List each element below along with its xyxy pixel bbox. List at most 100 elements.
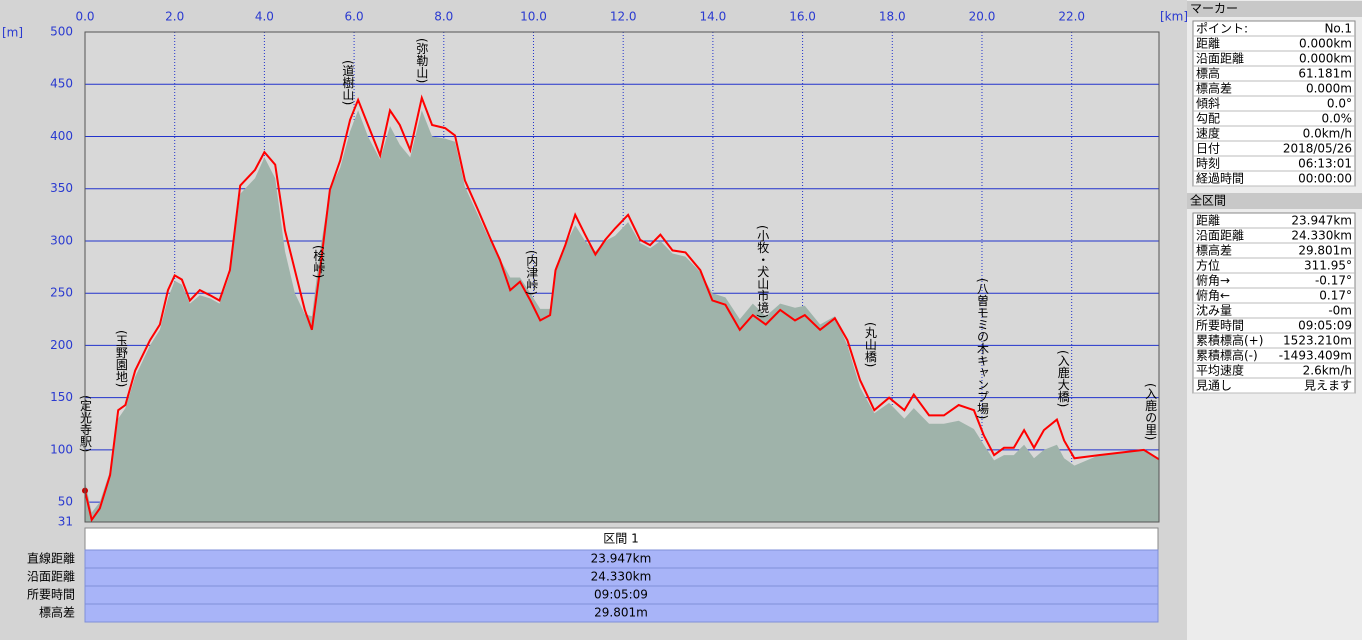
y-tick-label: 100 xyxy=(50,442,73,456)
row-label: 標高 xyxy=(1196,66,1220,81)
row-value: 06:13:01 xyxy=(1298,157,1352,171)
row-value: -0m xyxy=(1328,304,1352,318)
row-value: 09:05:09 xyxy=(1298,319,1352,333)
row-value: 2.6km/h xyxy=(1303,364,1352,378)
row-label: 標高差 xyxy=(39,605,75,620)
x-tick-label: 22.0 xyxy=(1058,10,1085,24)
x-tick-label: 18.0 xyxy=(879,10,906,24)
row-label: 直線距離 xyxy=(27,551,75,566)
row-value: 24.330km xyxy=(591,570,652,584)
place-label: (丸山橋) xyxy=(863,322,877,367)
place-label: (小牧・犬山市境) xyxy=(756,225,770,318)
y-unit: [m] xyxy=(2,26,23,40)
row-value: -0.17° xyxy=(1315,274,1352,288)
row-value: 0.17° xyxy=(1319,289,1352,303)
row-label: 時刻 xyxy=(1196,157,1220,171)
panel-header xyxy=(1187,193,1362,209)
row-label: 方位 xyxy=(1196,258,1220,273)
panel-title: 全区間 xyxy=(1190,193,1226,208)
row-label: 俯角→ xyxy=(1196,273,1230,288)
row-label: 距離 xyxy=(1196,37,1220,51)
row-label: 標高差 xyxy=(1196,243,1232,258)
section-title: 区間 1 xyxy=(603,532,638,546)
row-value: 1523.210m xyxy=(1283,334,1352,348)
row-label: 距離 xyxy=(1196,214,1220,228)
row-value: 29.801m xyxy=(594,606,648,620)
row-label: 沿面距離 xyxy=(1196,52,1244,66)
row-label: 俯角← xyxy=(1196,288,1230,303)
row-value: 09:05:09 xyxy=(594,588,648,602)
row-label: 経過時間 xyxy=(1196,172,1244,186)
panel-header xyxy=(1187,1,1362,17)
place-label: (入鹿の里) xyxy=(1144,383,1158,440)
x-tick-label: 16.0 xyxy=(789,10,816,24)
y-tick-label: 250 xyxy=(50,286,73,300)
y-tick-label: 450 xyxy=(50,77,73,91)
row-label: 所要時間 xyxy=(27,588,75,602)
elevation-line xyxy=(84,94,1160,523)
place-label: (八曽モミの木キャンプ場) xyxy=(975,278,989,419)
panel-table xyxy=(1192,20,1356,187)
row-label: 沿面距離 xyxy=(27,570,75,584)
row-label: 累積標高(-) xyxy=(1196,348,1258,363)
panel-title: マーカー xyxy=(1190,2,1238,16)
x-tick-label: 10.0 xyxy=(520,10,547,24)
row-label: 所要時間 xyxy=(1196,319,1244,333)
x-unit: [km] xyxy=(1160,10,1188,24)
x-tick-label: 0.0 xyxy=(75,10,94,24)
row-label: ポイント: xyxy=(1196,22,1248,36)
y-tick-label: 400 xyxy=(50,129,73,143)
plot-border xyxy=(84,31,1160,523)
elevation-area xyxy=(85,110,1159,523)
row-value: 0.000m xyxy=(1306,82,1352,96)
row-value: 23.947km xyxy=(591,552,652,566)
row-value: 0.000km xyxy=(1299,37,1352,51)
y-tick-label: 350 xyxy=(50,181,73,195)
row-value: 0.000km xyxy=(1299,52,1352,66)
section-row xyxy=(84,603,1159,623)
place-label: (玉野園地) xyxy=(114,330,128,387)
row-label: 標高差 xyxy=(1196,81,1232,96)
row-value: 24.330km xyxy=(1291,229,1352,243)
y-tick-label: 31 xyxy=(58,515,73,529)
place-label: (道樹山) xyxy=(341,60,355,105)
row-value: -1493.409m xyxy=(1279,349,1352,363)
row-label: 平均速度 xyxy=(1196,363,1244,378)
y-tick-label: 50 xyxy=(58,495,73,509)
row-value: 61.181m xyxy=(1298,67,1352,81)
row-label: 速度 xyxy=(1196,126,1220,141)
y-tick-label: 500 xyxy=(50,25,73,39)
row-value: 311.95° xyxy=(1304,259,1352,273)
row-label: 勾配 xyxy=(1196,112,1220,126)
x-tick-label: 2.0 xyxy=(165,10,184,24)
x-tick-label: 4.0 xyxy=(255,10,274,24)
row-value: 見えます xyxy=(1304,379,1352,393)
row-label: 沿面距離 xyxy=(1196,229,1244,243)
row-value: 23.947km xyxy=(1291,214,1352,228)
row-label: 傾斜 xyxy=(1196,97,1220,111)
row-label: 日付 xyxy=(1196,142,1220,156)
x-tick-label: 14.0 xyxy=(700,10,727,24)
row-value: 0.0km/h xyxy=(1303,127,1352,141)
y-tick-label: 150 xyxy=(50,390,73,404)
row-value: 00:00:00 xyxy=(1298,172,1352,186)
y-tick-label: 200 xyxy=(50,338,73,352)
x-tick-label: 12.0 xyxy=(610,10,637,24)
place-label: (弥勒山) xyxy=(415,38,429,83)
row-value: 0.0% xyxy=(1322,112,1353,126)
row-label: 沈み量 xyxy=(1196,303,1232,318)
y-tick-label: 300 xyxy=(50,233,73,247)
place-label: (内津峠) xyxy=(525,250,539,295)
row-label: 見通し xyxy=(1196,379,1232,393)
x-tick-label: 8.0 xyxy=(434,10,453,24)
x-tick-label: 20.0 xyxy=(969,10,996,24)
x-tick-label: 6.0 xyxy=(345,10,364,24)
place-label: (桧峠) xyxy=(312,245,326,278)
row-value: No.1 xyxy=(1324,22,1352,36)
row-value: 29.801m xyxy=(1298,244,1352,258)
row-value: 2018/05/26 xyxy=(1283,142,1352,156)
row-value: 0.0° xyxy=(1327,97,1352,111)
row-label: 累積標高(+) xyxy=(1196,333,1263,348)
place-label: (入鹿大橋) xyxy=(1056,350,1070,407)
